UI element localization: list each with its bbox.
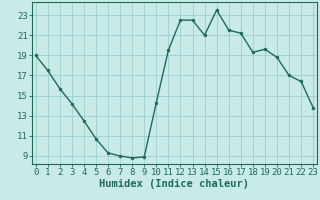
X-axis label: Humidex (Indice chaleur): Humidex (Indice chaleur) [100, 179, 249, 189]
